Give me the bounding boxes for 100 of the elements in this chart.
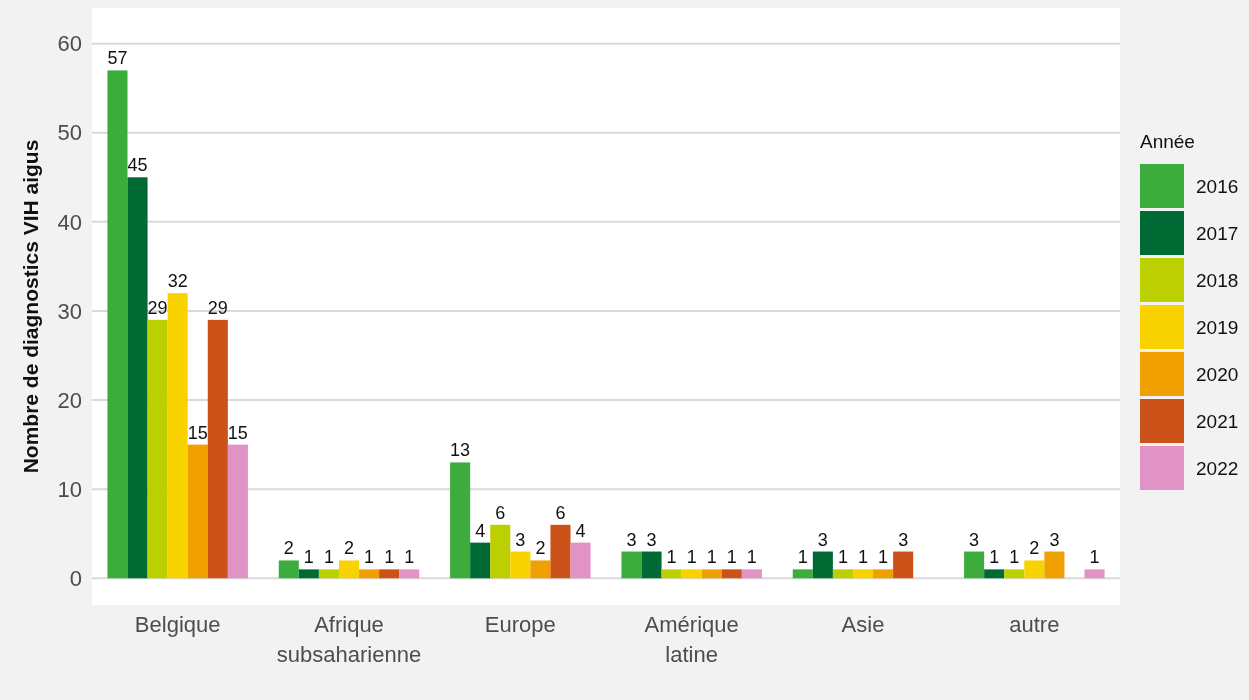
x-tick-label: autre [1009,612,1060,637]
data-label: 13 [450,440,471,461]
data-label: 3 [817,529,828,550]
bar [812,551,833,579]
data-label: 4 [475,520,486,541]
legend-label: 2021 [1196,410,1239,432]
data-label: 1 [837,547,848,568]
data-label: 1 [878,547,889,568]
bar [1044,551,1065,579]
bar [490,524,511,579]
data-label: 1 [404,547,415,568]
legend-label: 2016 [1196,175,1239,197]
bar [741,569,762,579]
bar [984,569,1005,579]
bar [450,462,471,579]
data-label: 1 [364,547,375,568]
bar [379,569,400,579]
bar [964,551,985,579]
bar [570,542,591,579]
data-label: 29 [147,297,168,318]
bar [681,569,702,579]
y-tick-label: 60 [57,31,82,57]
data-label: 1 [726,547,737,568]
y-tick-label: 50 [57,120,82,146]
data-label: 2 [1029,538,1040,559]
legend-label: 2020 [1196,363,1239,385]
x-tick-label: Asie [841,612,885,637]
bar [852,569,874,579]
bar [298,569,319,579]
bar [278,560,299,579]
y-tick-label: 10 [57,476,82,502]
x-tick-label: Belgique [134,612,221,637]
data-label: 1 [666,547,677,568]
data-label: 6 [495,502,506,523]
legend-label: 2018 [1196,269,1239,291]
bar [701,569,722,579]
data-label: 29 [207,297,228,318]
data-label: 3 [969,529,980,550]
data-label: 6 [555,502,566,523]
data-label: 1 [1009,547,1020,568]
bar [107,70,128,579]
data-label: 1 [989,547,1000,568]
y-axis-title: Nombre de diagnostics VIH aigus [19,139,42,474]
y-tick-label: 20 [57,387,82,413]
legend-label: 2022 [1196,457,1239,479]
bar [147,319,168,579]
data-label: 1 [303,547,314,568]
bar [550,524,571,579]
data-label: 3 [1049,529,1060,550]
data-label: 1 [384,547,395,568]
bar [621,551,642,579]
data-label: 1 [857,547,869,568]
legend-label: 2017 [1196,222,1239,244]
data-label: 3 [646,529,657,550]
bar [318,569,339,579]
x-tick-label: Afrique subsaharienne [276,612,422,667]
data-label: 2 [535,538,546,559]
bar [399,569,420,579]
bar [893,551,914,579]
data-label: 15 [227,422,248,443]
data-label: 4 [575,520,586,541]
data-label: 3 [626,529,637,550]
bar [227,444,248,579]
y-tick-label: 0 [69,565,82,591]
bar [832,569,853,579]
y-tick-label: 40 [57,209,82,235]
bar [641,551,662,579]
data-label: 32 [167,271,188,292]
bar [470,542,491,579]
bar [207,319,228,579]
data-label: 1 [686,547,697,568]
data-label: 1 [746,547,757,568]
bar [661,569,682,579]
data-label: 15 [187,422,208,443]
bar [1024,560,1045,579]
data-label: 2 [343,538,355,559]
bar [167,293,188,579]
bar [873,569,894,579]
data-label: 3 [898,529,909,550]
bar [338,560,360,579]
data-label: 45 [127,155,148,176]
y-tick-label: 30 [57,298,82,324]
bar [1004,569,1025,579]
data-label: 1 [706,547,717,568]
bar [530,560,551,579]
bar [187,444,208,579]
x-tick-label: Amérique latine [644,612,739,667]
data-label: 2 [283,538,294,559]
legend-title: Année [1140,131,1195,152]
bar [359,569,380,579]
bar [127,177,148,579]
bar [792,569,813,579]
data-label: 1 [323,547,334,568]
data-label: 1 [1089,547,1100,568]
legend-label: 2019 [1196,316,1239,338]
x-tick-label: Europe [484,612,556,637]
data-label: 57 [107,48,128,69]
bar [1084,569,1105,579]
bar [510,551,531,579]
data-label: 3 [515,529,526,550]
